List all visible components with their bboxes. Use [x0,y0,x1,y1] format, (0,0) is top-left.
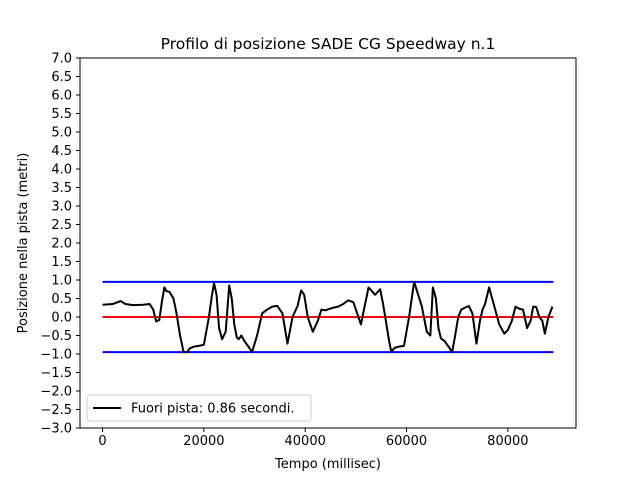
x-tick-label: 40000 [285,434,326,449]
y-tick-label: −1.0 [40,348,72,363]
y-axis-label: Posizione nella pista (metri) [16,153,31,334]
y-tick-label: 5.5 [51,107,72,122]
y-tick-label: 0.5 [51,292,72,307]
y-tick-label: −3.0 [40,422,72,437]
series-layer [102,280,554,354]
x-tick-label: 60000 [386,434,427,449]
y-tick-label: 4.0 [51,163,72,178]
legend: Fuori pista: 0.86 secondi. [86,394,312,422]
y-tick-label: 6.0 [51,89,72,104]
y-tick-label: 2.5 [51,218,72,233]
y-tick-label: 4.5 [51,144,72,159]
x-axis-ticks: 0 20000 40000 60000 80000 [98,428,529,449]
y-tick-label: 2.0 [51,237,72,252]
y-tick-label: 5.0 [51,126,72,141]
x-axis-label: Tempo (millisec) [274,457,381,472]
x-tick-label: 80000 [487,434,528,449]
legend-box [86,394,312,422]
chart-title: Profilo di posizione SADE CG Speedway n.… [161,35,496,53]
y-tick-label: 3.0 [51,200,72,215]
y-tick-label: 1.5 [51,255,72,270]
x-tick-label: 20000 [183,434,224,449]
y-tick-label: 6.5 [51,70,72,85]
y-tick-label: 3.5 [51,181,72,196]
y-tick-label: 7.0 [51,52,72,67]
y-tick-label: −2.5 [40,403,72,418]
y-tick-label: 0.0 [51,311,72,326]
x-tick-label: 0 [98,434,106,449]
position-trace-line [102,280,554,354]
y-tick-label: −1.5 [40,366,72,381]
y-tick-label: −0.5 [40,329,72,344]
y-tick-label: 1.0 [51,274,72,289]
legend-entry-label: Fuori pista: 0.86 secondi. [131,402,294,417]
y-axis-ticks: 7.0 6.5 6.0 5.5 5.0 4.5 4.0 3.5 3.0 2.5 2.0 1.5 1.0 0… [40,52,80,437]
y-tick-label: −2.0 [40,385,72,400]
